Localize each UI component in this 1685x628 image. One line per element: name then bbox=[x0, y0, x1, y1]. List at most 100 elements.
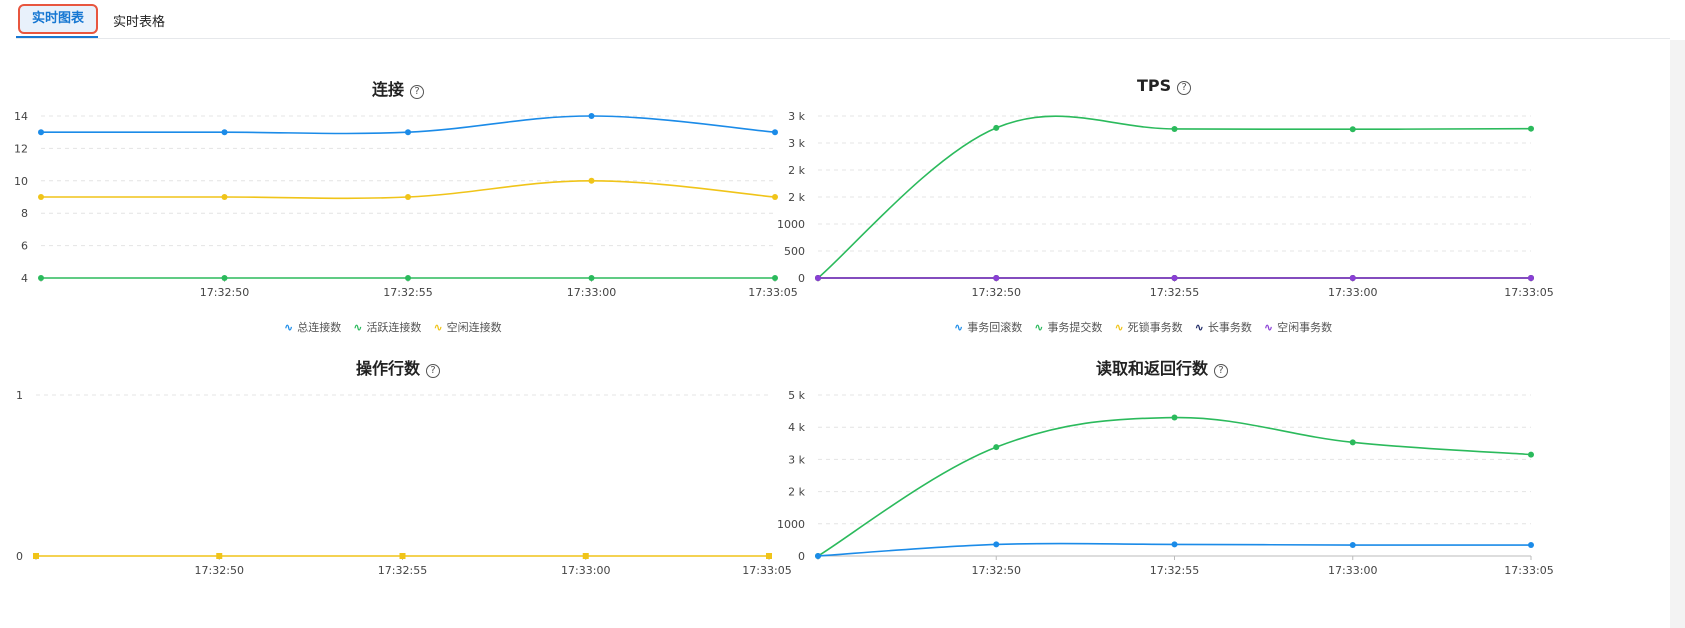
x-tick-label: 17:32:50 bbox=[195, 564, 244, 577]
chart-readrows: 0 1000 2 k 3 k 4 k 5 k 17:32:50 17:32:55 17:33:0… bbox=[777, 389, 1554, 577]
legend-item[interactable]: ∿ 空闲连接数 bbox=[433, 319, 501, 335]
data-point[interactable] bbox=[815, 553, 821, 559]
data-point[interactable] bbox=[588, 177, 595, 184]
wave-icon: ∿ bbox=[1114, 321, 1124, 334]
data-point[interactable] bbox=[588, 113, 595, 119]
series-line-series-0 bbox=[817, 416, 1532, 557]
legend-label: 长事务数 bbox=[1207, 321, 1252, 334]
data-point[interactable] bbox=[772, 275, 778, 281]
data-point[interactable] bbox=[38, 275, 44, 281]
legend-label: 活跃连接数 bbox=[366, 321, 422, 334]
x-tick-label: 17:32:50 bbox=[972, 286, 1021, 299]
chart-tps: 0 500 1000 2 k 2 k 3 k 3 k 17:32:50 17:32:55 17:3… bbox=[777, 110, 1554, 299]
data-point[interactable] bbox=[1349, 275, 1356, 281]
data-point[interactable] bbox=[766, 553, 772, 559]
chart-title-text: TPS bbox=[1137, 76, 1172, 95]
legend-label: 事务回滚数 bbox=[967, 321, 1023, 334]
data-point[interactable] bbox=[405, 275, 411, 281]
chart-connections: 4 6 8 10 12 14 17:32:50 17:32:55 17:33:00 17:33:0… bbox=[14, 110, 798, 299]
data-point[interactable] bbox=[38, 129, 44, 136]
y-tick-label: 2 k bbox=[788, 191, 805, 204]
legend-item[interactable]: ∿ 活跃连接数 bbox=[353, 319, 421, 335]
legend-item[interactable]: ∿ 死锁事务数 bbox=[1114, 319, 1182, 335]
data-point[interactable] bbox=[38, 194, 44, 200]
chart-title-text: 读取和返回行数 bbox=[1096, 359, 1209, 378]
data-point[interactable] bbox=[1528, 275, 1534, 281]
y-tick-label: 4 k bbox=[788, 421, 805, 434]
data-point[interactable] bbox=[772, 194, 778, 200]
data-point[interactable] bbox=[1349, 126, 1356, 133]
data-point[interactable] bbox=[33, 553, 39, 559]
data-point[interactable] bbox=[993, 124, 1000, 131]
y-tick-label: 0 bbox=[798, 272, 805, 285]
tab-realtime-chart[interactable]: 实时图表 bbox=[18, 4, 98, 34]
data-point[interactable] bbox=[993, 275, 1000, 281]
y-tick-label: 1000 bbox=[777, 218, 805, 231]
legend-item[interactable]: ∿ 事务回滚数 bbox=[954, 319, 1022, 335]
legend-item[interactable]: ∿ 空闲事务数 bbox=[1264, 319, 1332, 335]
data-point[interactable] bbox=[1171, 275, 1178, 281]
chart-title-connections: 连接? bbox=[372, 76, 425, 100]
y-tick-label: 8 bbox=[21, 207, 28, 220]
legend-item[interactable]: ∿ 长事务数 bbox=[1195, 319, 1252, 335]
wave-icon: ∿ bbox=[954, 321, 964, 334]
data-point[interactable] bbox=[815, 275, 821, 281]
y-tick-label: 3 k bbox=[788, 110, 805, 123]
wave-icon: ∿ bbox=[353, 321, 363, 334]
y-tick-label: 5 k bbox=[788, 389, 805, 402]
x-tick-label: 17:32:55 bbox=[378, 564, 427, 577]
wave-icon: ∿ bbox=[1034, 321, 1044, 334]
legend-label: 空闲连接数 bbox=[446, 321, 502, 334]
help-icon[interactable]: ? bbox=[1177, 81, 1192, 95]
y-tick-label: 1000 bbox=[777, 518, 805, 531]
data-point[interactable] bbox=[221, 194, 228, 200]
tab-realtime-table[interactable]: 实时表格 bbox=[113, 15, 166, 30]
data-point[interactable] bbox=[221, 129, 228, 136]
y-tick-label: 12 bbox=[14, 142, 28, 155]
y-tick-label: 3 k bbox=[788, 137, 805, 150]
data-point[interactable] bbox=[405, 194, 411, 200]
x-tick-label: 17:32:55 bbox=[1150, 286, 1199, 299]
data-point[interactable] bbox=[1171, 125, 1178, 132]
data-point[interactable] bbox=[582, 553, 589, 559]
data-point[interactable] bbox=[216, 553, 223, 559]
data-point[interactable] bbox=[993, 541, 1000, 548]
x-tick-label: 17:32:55 bbox=[1150, 564, 1199, 577]
data-point[interactable] bbox=[993, 444, 1000, 451]
chart-title-text: 连接 bbox=[372, 80, 405, 99]
x-tick-label: 17:33:00 bbox=[567, 286, 616, 299]
y-tick-label: 14 bbox=[14, 110, 28, 123]
chart-title-text: 操作行数 bbox=[356, 359, 421, 378]
data-point[interactable] bbox=[1528, 451, 1534, 458]
data-point[interactable] bbox=[1171, 541, 1178, 548]
data-point[interactable] bbox=[1528, 542, 1534, 549]
data-point[interactable] bbox=[399, 553, 406, 559]
x-tick-label: 17:32:50 bbox=[200, 286, 249, 299]
data-point[interactable] bbox=[1528, 125, 1534, 132]
y-tick-label: 6 bbox=[21, 240, 28, 253]
help-icon[interactable]: ? bbox=[426, 364, 441, 378]
legend-item[interactable]: ∿ 总连接数 bbox=[284, 319, 341, 335]
data-point[interactable] bbox=[221, 275, 228, 281]
wave-icon: ∿ bbox=[284, 321, 294, 334]
data-point[interactable] bbox=[588, 275, 595, 281]
scrollbar[interactable] bbox=[1670, 40, 1685, 628]
data-point[interactable] bbox=[1349, 542, 1356, 549]
data-point[interactable] bbox=[405, 129, 411, 136]
tab-divider bbox=[16, 38, 1670, 39]
y-tick-label: 500 bbox=[784, 245, 805, 258]
active-tab-indicator bbox=[16, 36, 98, 38]
help-icon[interactable]: ? bbox=[1214, 364, 1229, 378]
data-point[interactable] bbox=[772, 129, 778, 136]
x-tick-label: 17:33:05 bbox=[1504, 564, 1553, 577]
legend-item[interactable]: ∿ 事务提交数 bbox=[1034, 319, 1102, 335]
chart-title-readrows: 读取和返回行数? bbox=[1096, 355, 1229, 379]
help-icon[interactable]: ? bbox=[410, 85, 425, 99]
y-tick-label: 4 bbox=[21, 272, 28, 285]
data-point[interactable] bbox=[1349, 439, 1356, 446]
chart-title-ops: 操作行数? bbox=[356, 355, 441, 379]
data-point[interactable] bbox=[1171, 414, 1178, 421]
legend-tps: ∿ 事务回滚数 ∿ 事务提交数 ∿ 死锁事务数 ∿ 长事务数 ∿ 空闲事务数 bbox=[948, 319, 1338, 335]
legend-label: 死锁事务数 bbox=[1127, 321, 1183, 334]
